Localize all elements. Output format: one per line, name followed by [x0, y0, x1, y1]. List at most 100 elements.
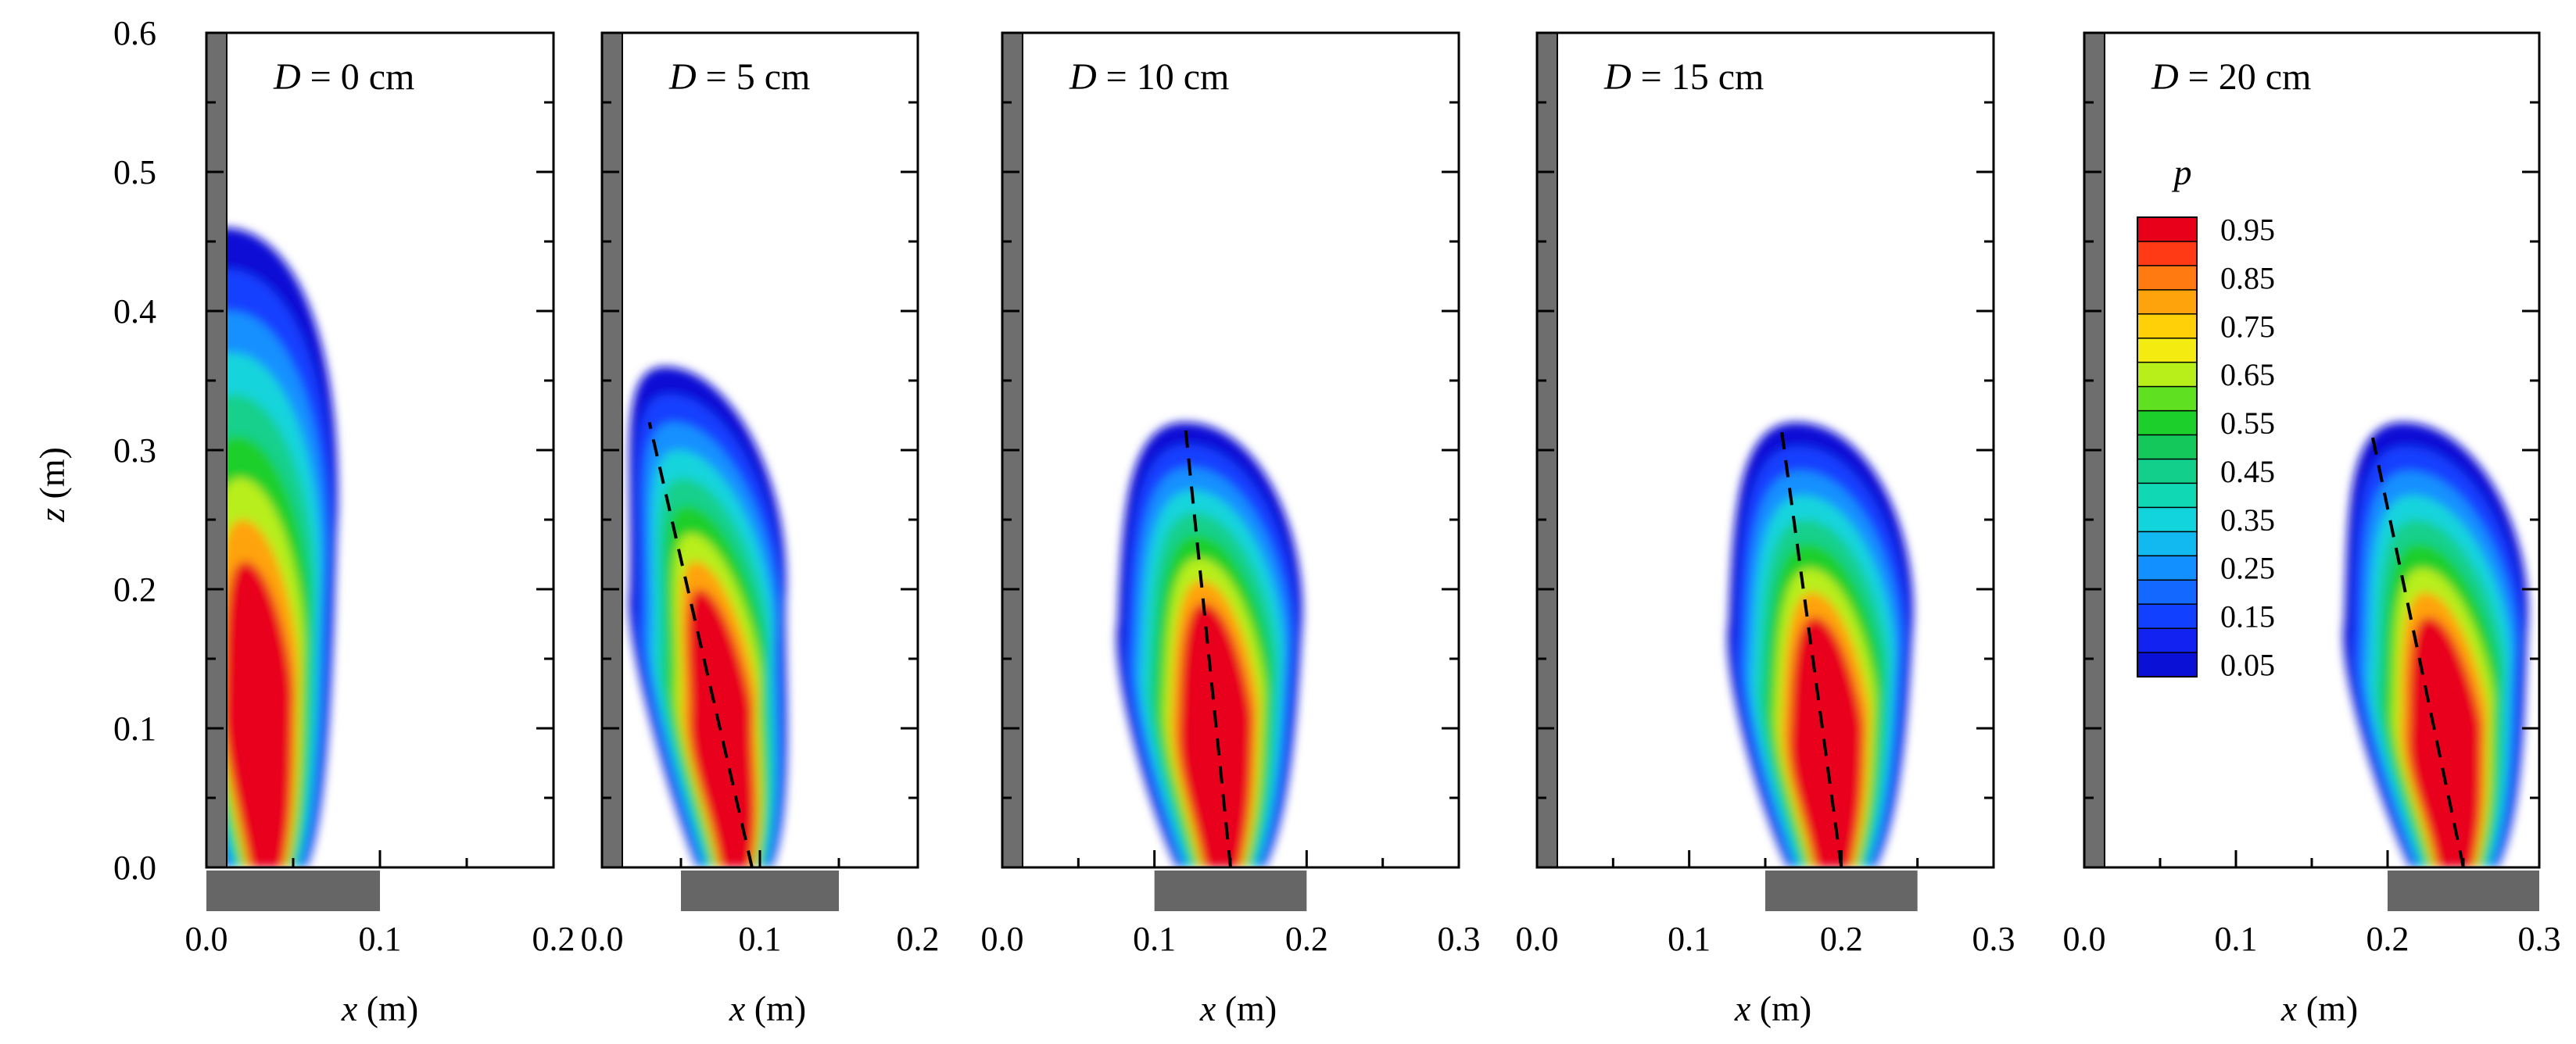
- plume-level: [1789, 617, 1864, 867]
- x-tick-label: 0.0: [1516, 920, 1559, 958]
- panel-title-var: D: [2151, 56, 2179, 98]
- colorbar-swatch: [2137, 434, 2197, 459]
- panel-title-value: = 5 cm: [697, 56, 811, 98]
- colorbar-swatch: [2137, 241, 2197, 266]
- x-axis-title: x (m): [1199, 989, 1277, 1028]
- x-axis-var: x: [341, 989, 358, 1028]
- colorbar-label: 0.45: [2220, 454, 2275, 489]
- panel-2: 0.0 0.1 0.2 0.3 x (m) D = 10 cm: [981, 31, 1481, 1028]
- x-tick-label: 0.3: [1438, 920, 1481, 958]
- panel-title-value: = 20 cm: [2179, 56, 2312, 98]
- panel-title-value: = 10 cm: [1097, 56, 1230, 98]
- colorbar-swatch: [2137, 580, 2197, 605]
- colorbar-swatch: [2137, 313, 2197, 339]
- x-tick-label: 0.0: [185, 920, 228, 958]
- colorbar-swatch: [2137, 459, 2197, 484]
- colorbar-swatch: [2137, 386, 2197, 412]
- x-axis-unit: (m): [745, 989, 806, 1028]
- colorbar-title: p: [2172, 152, 2192, 192]
- plume-level: [224, 561, 293, 867]
- x-axis-title: x (m): [2280, 989, 2358, 1028]
- colorbar-swatch: [2137, 652, 2197, 678]
- colorbar-swatch: [2137, 289, 2197, 315]
- plume-level: [2408, 617, 2482, 867]
- centerline: [647, 421, 754, 868]
- y-tick-label: 0.1: [113, 710, 156, 748]
- colorbar-label: 0.65: [2220, 357, 2275, 392]
- plume: [206, 227, 338, 867]
- colorbar-label: 0.15: [2220, 599, 2275, 635]
- centerline: [1779, 422, 1843, 868]
- x-tick-label: 0.2: [1820, 920, 1863, 958]
- y-axis-var: z: [32, 508, 72, 523]
- colorbar-swatch: [2137, 338, 2197, 363]
- x-tick-label: 0.1: [359, 920, 402, 958]
- panel-title-value: = 0 cm: [301, 56, 415, 98]
- x-tick-label: 0.1: [1668, 920, 1711, 958]
- x-tick-label: 0.1: [2215, 920, 2258, 958]
- source-block: [206, 871, 380, 911]
- y-axis-unit: (m): [32, 447, 72, 508]
- panel-0: 0.0 0.1 0.2 x (m) D = 0 cm: [185, 31, 575, 1028]
- centerline: [2370, 435, 2465, 868]
- y-tick-label: 0.0: [113, 849, 156, 887]
- x-axis-var: x: [729, 989, 746, 1028]
- panel-title: D = 10 cm: [1069, 56, 1229, 98]
- y-tick-label: 0.5: [113, 153, 156, 191]
- colorbar-swatch: [2137, 531, 2197, 556]
- panel-title: D = 20 cm: [2151, 56, 2311, 98]
- panel-title-var: D: [1603, 56, 1632, 98]
- y-tick-label: 0.4: [113, 292, 156, 331]
- panel-title: D = 5 cm: [668, 56, 810, 98]
- colorbar-label: 0.05: [2220, 648, 2275, 683]
- x-tick-label: 0.0: [581, 920, 624, 958]
- centerline: [1183, 422, 1232, 868]
- colorbar-swatch: [2137, 556, 2197, 581]
- x-tick-label: 0.2: [2366, 920, 2409, 958]
- x-axis-unit: (m): [357, 989, 418, 1028]
- panel-title-var: D: [273, 56, 301, 98]
- colorbar-swatch: [2137, 217, 2197, 242]
- x-tick-label: 0.2: [897, 920, 940, 958]
- colorbar-swatch: [2137, 507, 2197, 532]
- x-axis-var: x: [2280, 989, 2298, 1028]
- x-tick-label: 0.2: [1285, 920, 1328, 958]
- panel-1: 0.0 0.1 0.2 x (m) D = 5 cm: [581, 31, 940, 1028]
- plume-level: [1178, 602, 1253, 867]
- colorbar-label: 0.25: [2220, 551, 2275, 586]
- colorbar-swatch: [2137, 362, 2197, 388]
- x-tick-label: 0.0: [2063, 920, 2106, 958]
- x-axis-title: x (m): [729, 989, 806, 1028]
- x-tick-label: 0.3: [2518, 920, 2561, 958]
- x-axis-title: x (m): [341, 989, 418, 1028]
- panel-title: D = 0 cm: [273, 56, 414, 98]
- source-block: [681, 871, 839, 911]
- y-axis: 0.0 0.1 0.2 0.3 0.4 0.5 0.6 z (m): [32, 14, 156, 887]
- colorbar-label: 0.35: [2220, 502, 2275, 538]
- panel-title-var: D: [668, 56, 697, 98]
- y-tick-label: 0.2: [113, 570, 156, 609]
- x-tick-label: 0.1: [739, 920, 782, 958]
- y-axis-title: z (m): [32, 447, 72, 523]
- x-tick-label: 0.1: [1133, 920, 1176, 958]
- colorbar-label: 0.95: [2220, 212, 2275, 247]
- colorbar-swatch: [2137, 483, 2197, 508]
- y-tick-label: 0.6: [113, 14, 156, 52]
- source-block: [2388, 871, 2539, 911]
- source-block: [1154, 871, 1307, 911]
- x-axis-unit: (m): [1750, 989, 1811, 1028]
- colorbar-swatch: [2137, 410, 2197, 436]
- colorbar: 0.95 0.85 0.75 0.65 0.55 0.45 0.35 0.25 0.15 0.05…: [2137, 152, 2275, 683]
- x-axis-unit: (m): [1216, 989, 1277, 1028]
- colorbar-swatch: [2137, 604, 2197, 629]
- x-axis-title: x (m): [1734, 989, 1811, 1028]
- panel-title-var: D: [1069, 56, 1097, 98]
- panel-3: 0.0 0.1 0.2 0.3 x (m) D = 15 cm: [1516, 31, 2015, 1028]
- colorbar-frame: [2137, 216, 2198, 678]
- x-tick-label: 0.3: [1972, 920, 2015, 958]
- colorbar-label: 0.75: [2220, 309, 2275, 344]
- x-axis-unit: (m): [2297, 989, 2358, 1028]
- x-axis-var: x: [1199, 989, 1216, 1028]
- panel-title: D = 15 cm: [1603, 56, 1764, 98]
